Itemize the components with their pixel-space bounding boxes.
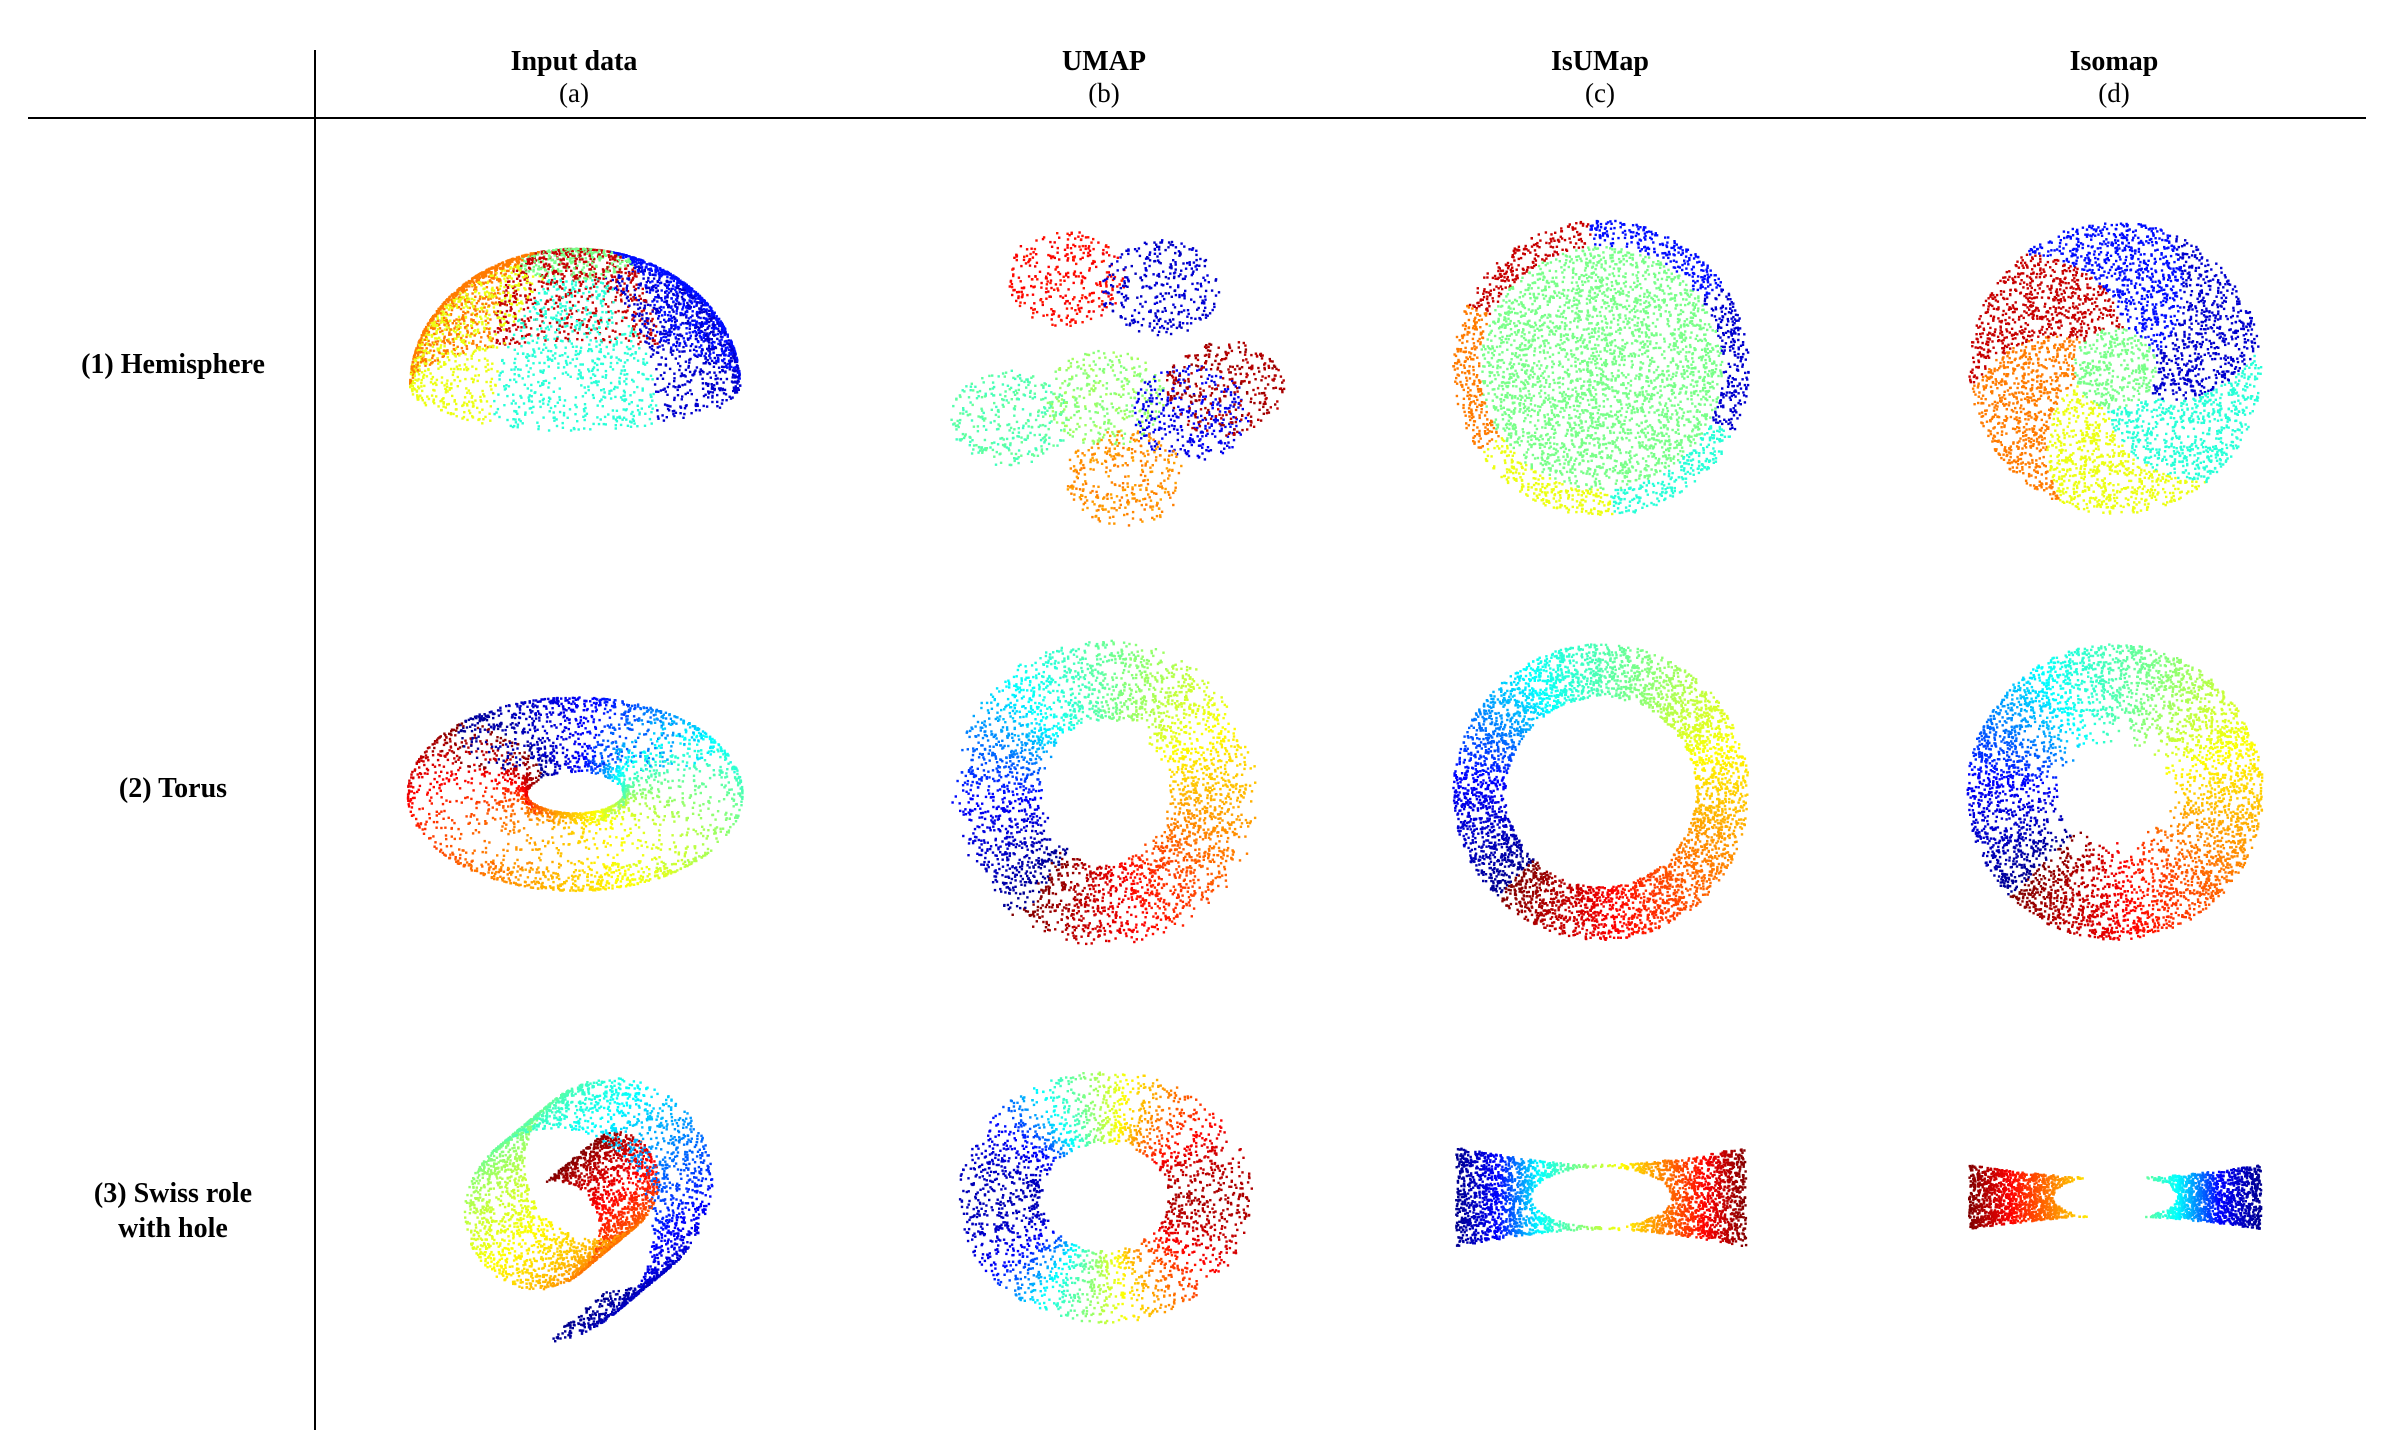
panel-umap-torus	[951, 640, 1256, 945]
panel-swiss-roll-3d	[464, 1077, 714, 1342]
panel-isumap-hemisphere	[1452, 220, 1750, 516]
panel-umap-swiss	[959, 1072, 1253, 1325]
panel-umap-hemisphere	[950, 231, 1285, 526]
panel-hemisphere-3d	[409, 248, 741, 432]
panel-torus-3d	[407, 696, 744, 892]
panel-isomap-hemisphere	[1968, 223, 2262, 515]
panel-isomap-swiss	[1968, 1165, 2262, 1230]
panel-isumap-torus	[1452, 643, 1749, 941]
panel-isumap-swiss	[1455, 1148, 1747, 1247]
panel-isomap-torus	[1967, 643, 2264, 940]
